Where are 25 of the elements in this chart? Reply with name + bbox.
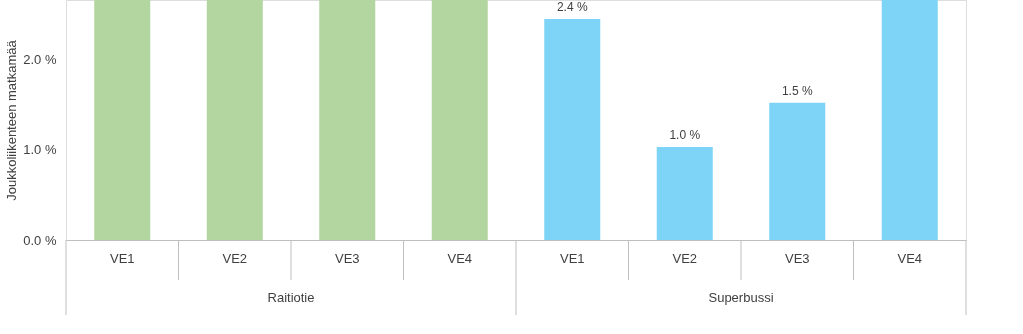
text: Raitiotie [267, 290, 315, 305]
y-axis-title: Joukkoliikenteen matkamää [4, 39, 20, 201]
data-label: 1.0 % [669, 128, 701, 143]
bar [544, 18, 601, 240]
y-tick-label: 0.0 % [23, 232, 57, 248]
data-label: 2.4 % [556, 0, 588, 14]
x-tick-label: VE1 [109, 250, 135, 266]
bar [431, 0, 488, 240]
x-tick-label: VE1 [559, 250, 585, 266]
x-tick-label: VE4 [897, 250, 923, 266]
data-label: 1.5 % [781, 83, 813, 98]
text: Superbussi [708, 290, 774, 305]
x-tick-label: VE2 [672, 250, 698, 266]
x-tick-label: VE3 [334, 250, 360, 266]
bar [881, 0, 938, 240]
x-tick-label: VE2 [222, 250, 248, 266]
bar [206, 0, 263, 240]
bar [656, 147, 713, 240]
x-tick-label: VE3 [784, 250, 810, 266]
bar [769, 102, 826, 240]
bar [94, 0, 151, 240]
y-tick-label: 1.0 % [23, 142, 57, 158]
y-tick-label: 2.0 % [23, 52, 57, 68]
x-tick-label: VE4 [447, 250, 473, 266]
bar [319, 0, 376, 240]
